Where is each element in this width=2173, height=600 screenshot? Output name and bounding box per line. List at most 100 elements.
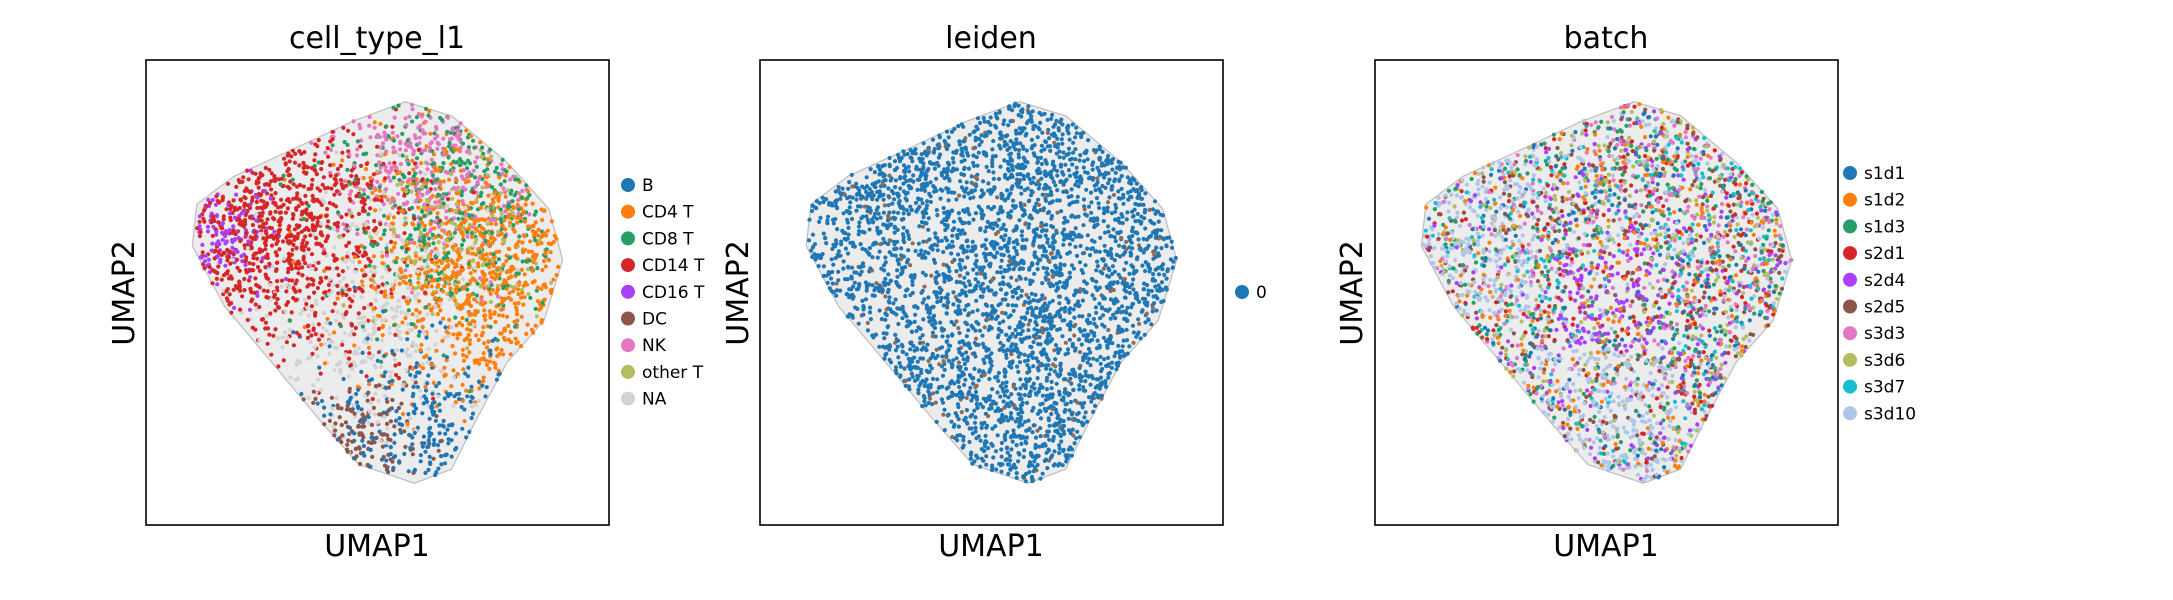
scatter-point bbox=[326, 154, 331, 159]
scatter-point bbox=[373, 208, 378, 213]
scatter-point bbox=[440, 370, 445, 375]
scatter-point bbox=[195, 226, 200, 231]
scatter-point bbox=[354, 400, 360, 405]
scatter-point bbox=[287, 318, 292, 323]
scatter-point bbox=[494, 165, 499, 170]
scatter-point bbox=[510, 199, 515, 204]
scatter-point bbox=[497, 175, 502, 180]
scatter-point bbox=[439, 438, 444, 443]
scatter-point bbox=[284, 289, 289, 294]
scatter-point bbox=[961, 434, 966, 440]
scatter-point bbox=[416, 125, 421, 130]
scatter-point bbox=[551, 277, 556, 282]
scatter-point bbox=[456, 280, 461, 285]
scatter-point bbox=[549, 219, 555, 224]
scatter-point bbox=[400, 387, 405, 392]
scatter-point bbox=[458, 168, 463, 173]
scatter-point bbox=[237, 281, 242, 286]
scatter-point bbox=[1094, 310, 1099, 315]
scatter-point bbox=[269, 193, 274, 198]
scatter-point bbox=[1063, 402, 1068, 407]
scatter-point bbox=[1100, 149, 1105, 154]
scatter-point bbox=[900, 349, 905, 354]
scatter-point bbox=[933, 235, 938, 240]
scatter-point bbox=[517, 280, 522, 285]
scatter-point bbox=[378, 207, 383, 212]
scatter-point bbox=[865, 320, 870, 326]
scatter-point bbox=[454, 160, 460, 165]
scatter-point bbox=[426, 467, 431, 472]
scatter-point bbox=[918, 336, 923, 341]
scatter-point bbox=[509, 274, 514, 279]
scatter-point bbox=[549, 287, 554, 292]
scatter-point bbox=[507, 223, 512, 228]
scatter-point bbox=[921, 215, 926, 220]
scatter-point bbox=[352, 332, 357, 337]
scatter-point bbox=[946, 190, 951, 195]
scatter-point bbox=[1019, 294, 1024, 299]
scatter-point bbox=[935, 299, 940, 305]
scatter-point bbox=[288, 234, 293, 239]
scatter-point bbox=[406, 295, 411, 300]
scatter-point bbox=[336, 405, 341, 411]
scatter-point bbox=[312, 158, 317, 163]
scatter-point bbox=[225, 247, 230, 253]
scatter-point bbox=[1037, 329, 1042, 334]
scatter-point bbox=[291, 182, 296, 187]
scatter-point bbox=[1067, 371, 1072, 377]
scatter-point bbox=[248, 168, 253, 173]
scatter-point bbox=[366, 345, 372, 350]
scatter-point bbox=[327, 418, 332, 423]
scatter-point bbox=[266, 276, 271, 281]
scatter-point bbox=[966, 153, 971, 158]
scatter-point bbox=[373, 297, 378, 303]
scatter-point bbox=[1137, 243, 1142, 248]
scatter-point bbox=[318, 371, 323, 376]
scatter-point bbox=[1086, 204, 1092, 209]
scatter-point bbox=[1109, 234, 1114, 239]
scatter-point bbox=[433, 200, 438, 205]
scatter-point bbox=[422, 227, 427, 232]
scatter-point bbox=[810, 232, 816, 237]
scatter-point bbox=[841, 266, 846, 271]
scatter-point bbox=[874, 281, 879, 286]
scatter-point bbox=[231, 252, 236, 257]
scatter-point bbox=[436, 466, 441, 471]
scatter-point bbox=[313, 260, 318, 266]
scatter-point bbox=[368, 464, 373, 469]
scatter-point bbox=[392, 432, 397, 437]
scatter-point bbox=[345, 361, 350, 366]
scatter-point bbox=[494, 291, 499, 296]
scatter-point bbox=[391, 145, 396, 150]
scatter-point bbox=[252, 236, 257, 242]
scatter-point bbox=[411, 342, 416, 348]
scatter-point bbox=[311, 400, 316, 405]
scatter-point bbox=[369, 377, 374, 382]
scatter-point bbox=[289, 263, 294, 268]
scatter-point bbox=[1083, 410, 1088, 415]
scatter-point bbox=[394, 372, 399, 378]
scatter-point bbox=[210, 281, 215, 286]
scatter-point bbox=[495, 283, 500, 288]
scatter-point bbox=[244, 270, 249, 275]
scatter-point bbox=[325, 316, 330, 321]
scatter-point bbox=[331, 424, 336, 429]
scatter-point bbox=[446, 437, 451, 442]
scatter-point bbox=[1074, 131, 1079, 136]
scatter-point bbox=[356, 424, 361, 429]
scatter-point bbox=[447, 177, 452, 182]
scatter-point bbox=[390, 295, 395, 300]
scatter-point bbox=[410, 107, 415, 112]
scatter-point bbox=[360, 279, 365, 284]
scatter-point bbox=[1085, 246, 1090, 251]
scatter-point bbox=[374, 163, 379, 168]
scatter-point bbox=[261, 236, 266, 241]
scatter-point bbox=[1010, 108, 1015, 113]
scatter-point bbox=[515, 177, 521, 182]
scatter-point bbox=[274, 260, 280, 265]
scatter-point bbox=[439, 297, 444, 302]
scatter-point bbox=[484, 358, 489, 363]
scatter-point bbox=[288, 375, 293, 380]
scatter-point bbox=[503, 214, 508, 219]
scatter-point bbox=[1019, 229, 1025, 234]
